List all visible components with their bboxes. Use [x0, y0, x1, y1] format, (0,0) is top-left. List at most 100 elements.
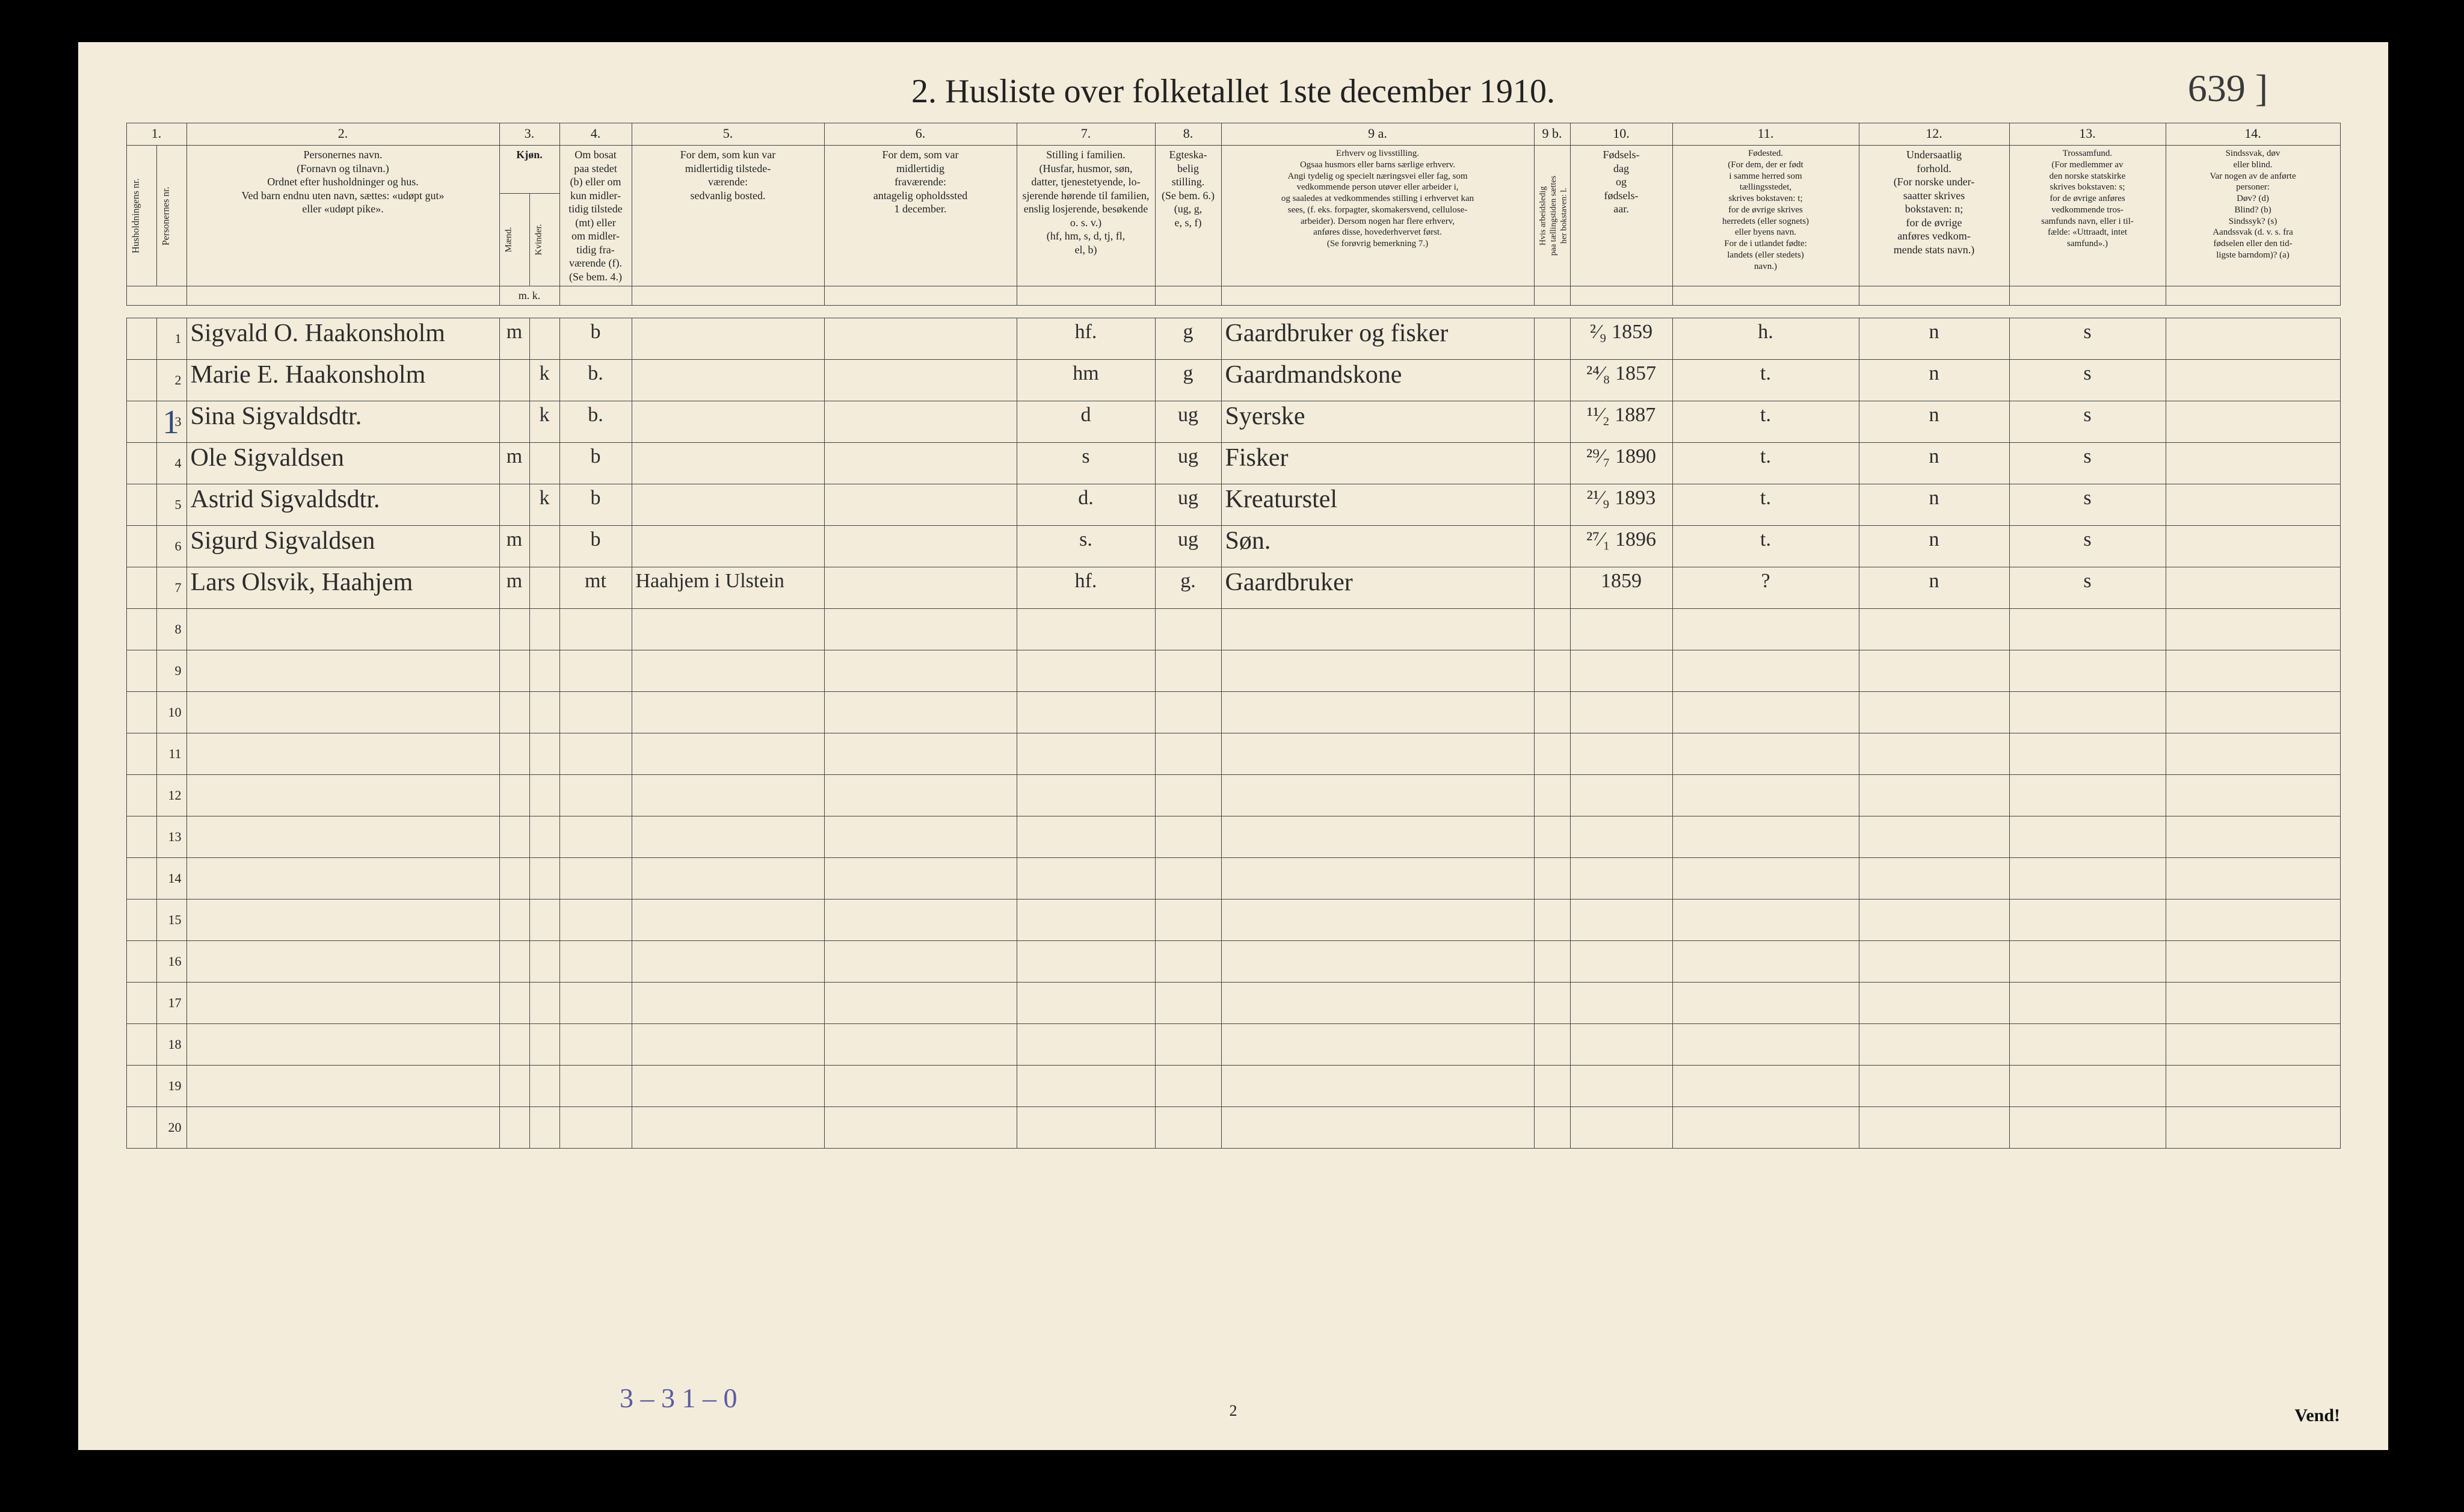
cell-c6: [824, 359, 1017, 401]
cell-religion: s: [2009, 442, 2166, 484]
cell-nationality: n: [1859, 567, 2009, 608]
empty-cell: [1570, 774, 1672, 816]
hdr-c3a: Mænd.: [499, 193, 529, 286]
empty-cell: [632, 1065, 824, 1106]
cell-c9b: [1534, 401, 1570, 442]
empty-cell: [1859, 1065, 2009, 1106]
empty-cell: [1155, 608, 1221, 650]
colnum-5: 5.: [632, 123, 824, 146]
empty-cell: [186, 650, 499, 691]
cell-family: hf.: [1017, 567, 1155, 608]
empty-cell: [2166, 733, 2340, 774]
household-num: [126, 525, 156, 567]
empty-cell: [1155, 940, 1221, 982]
empty-cell: [559, 774, 632, 816]
page-wrap: 2. Husliste over folketallet 1ste decemb…: [0, 0, 2464, 1512]
colnum-10: 10.: [1570, 123, 1672, 146]
cell-nationality: n: [1859, 484, 2009, 525]
empty-cell: [1155, 691, 1221, 733]
empty-cell: [1221, 733, 1534, 774]
empty-cell: [1672, 650, 1859, 691]
empty-cell: [186, 691, 499, 733]
empty-cell: [632, 608, 824, 650]
empty-cell: [824, 816, 1017, 857]
empty-cell: [1570, 650, 1672, 691]
empty-cell: [824, 1023, 1017, 1065]
empty-cell: [2009, 691, 2166, 733]
empty-cell: [499, 1065, 529, 1106]
hdr-c7: Stilling i familien. (Husfar, husmor, sø…: [1017, 146, 1155, 286]
empty-cell: [1017, 940, 1155, 982]
cell-c14: [2166, 442, 2340, 484]
cell-birthplace: t.: [1672, 484, 1859, 525]
colnum-12: 12.: [1859, 123, 2009, 146]
empty-cell: [186, 816, 499, 857]
household-num: [126, 442, 156, 484]
cell-residence: mt: [559, 567, 632, 608]
empty-cell: [1570, 733, 1672, 774]
empty-cell: [632, 691, 824, 733]
empty-cell: [1672, 733, 1859, 774]
empty-cell: [559, 982, 632, 1023]
cell-sex-k: k: [529, 359, 559, 401]
person-num: 15: [156, 899, 186, 940]
cell-marital: ug: [1155, 401, 1221, 442]
empty-cell: [1534, 733, 1570, 774]
name-text: Ole Sigvaldsen: [191, 444, 344, 472]
empty-cell: [2009, 1106, 2166, 1148]
empty-cell: [529, 733, 559, 774]
cell-birthplace: t.: [1672, 525, 1859, 567]
empty-cell: [1570, 899, 1672, 940]
empty-cell: [1859, 816, 2009, 857]
cell-c14: [2166, 484, 2340, 525]
cell-marital: ug: [1155, 484, 1221, 525]
empty-cell: [2166, 774, 2340, 816]
table-row: 5Astrid Sigvaldsdtr.kbd.ugKreaturstel²¹⁄…: [126, 484, 2340, 525]
empty-cell: [186, 940, 499, 982]
household-num: [126, 733, 156, 774]
empty-cell: [186, 1023, 499, 1065]
cell-name: Sina Sigvaldsdtr.: [186, 401, 499, 442]
cell-c6: [824, 318, 1017, 359]
empty-cell: [499, 650, 529, 691]
vend-label: Vend!: [2294, 1406, 2340, 1426]
cell-residence: b: [559, 484, 632, 525]
colnum-1: 1.: [126, 123, 186, 146]
empty-cell: [2166, 857, 2340, 899]
name-text: Sigurd Sigvaldsen: [191, 527, 375, 555]
colnum-4: 4.: [559, 123, 632, 146]
empty-cell: [1221, 857, 1534, 899]
empty-cell: [1859, 940, 2009, 982]
empty-cell: [1859, 899, 2009, 940]
empty-cell: [2009, 816, 2166, 857]
empty-cell: [559, 691, 632, 733]
empty-cell: [1221, 982, 1534, 1023]
cell-c5: [632, 484, 824, 525]
empty-cell: [2009, 899, 2166, 940]
cell-nationality: n: [1859, 359, 2009, 401]
cell-c14: [2166, 567, 2340, 608]
empty-cell: [2166, 982, 2340, 1023]
header-row: Husholdningens nr. Personernes nr. Perso…: [126, 146, 2340, 194]
empty-cell: [499, 857, 529, 899]
table-row: 9: [126, 650, 2340, 691]
cell-birth: ¹¹⁄₂ 1887: [1570, 401, 1672, 442]
household-num: [126, 608, 156, 650]
name-text: Marie E. Haakonsholm: [191, 361, 426, 389]
cell-nationality: n: [1859, 442, 2009, 484]
cell-religion: s: [2009, 318, 2166, 359]
hdr-c6: For dem, som var midlertidig fraværende:…: [824, 146, 1017, 286]
cell-birthplace: ?: [1672, 567, 1859, 608]
cell-family: hm: [1017, 359, 1155, 401]
footer-page-number: 2: [1230, 1402, 1237, 1420]
cell-residence: b.: [559, 359, 632, 401]
empty-cell: [1570, 982, 1672, 1023]
cell-religion: s: [2009, 484, 2166, 525]
empty-cell: [1017, 774, 1155, 816]
cell-sex-k: [529, 567, 559, 608]
empty-cell: [529, 1065, 559, 1106]
cell-occupation: Fisker: [1221, 442, 1534, 484]
empty-cell: [632, 650, 824, 691]
empty-cell: [1859, 774, 2009, 816]
empty-cell: [529, 982, 559, 1023]
